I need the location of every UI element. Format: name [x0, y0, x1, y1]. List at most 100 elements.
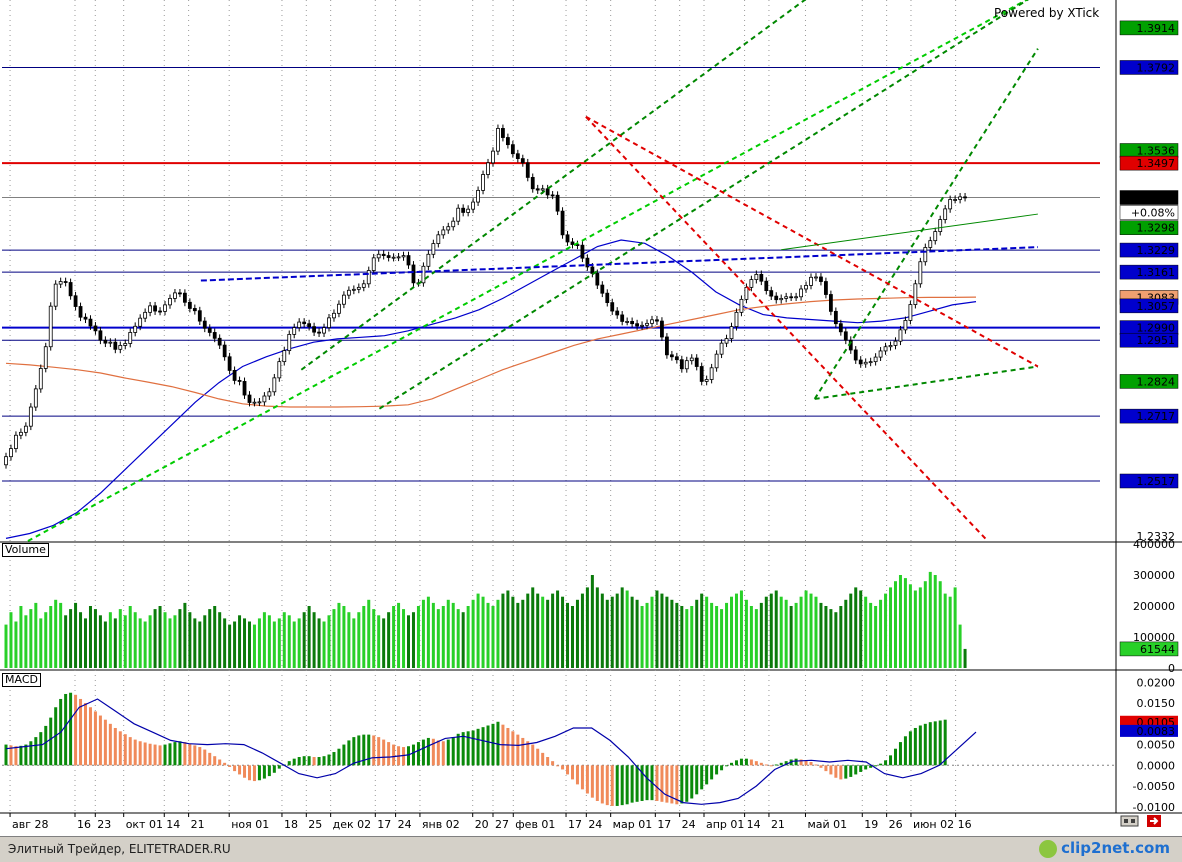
macd-histogram-bar [123, 734, 127, 766]
volume-bar [521, 599, 525, 668]
x-axis-label: 17 [377, 818, 391, 831]
candle-body [411, 264, 416, 284]
volume-bar [29, 609, 33, 668]
volume-bar [148, 615, 152, 668]
candle-body [903, 320, 908, 331]
x-axis-label: 24 [398, 818, 412, 831]
price-tag [1119, 155, 1179, 171]
volume-bar [749, 606, 753, 668]
trend-line [378, 0, 1030, 410]
candle-body [704, 379, 709, 382]
macd-histogram-bar [312, 757, 316, 766]
volume-bar [725, 602, 729, 668]
footer-source: Элитный Трейдер, ELITETRADER.RU [8, 842, 231, 856]
volume-bar [446, 599, 450, 668]
candle-body [361, 283, 366, 288]
candle-body [580, 244, 585, 259]
macd-value-tag [1120, 715, 1178, 728]
volume-bar [774, 590, 778, 668]
macd-histogram-bar [938, 720, 942, 766]
candle-body [764, 280, 769, 292]
volume-bar [933, 575, 937, 668]
volume-bar [958, 624, 962, 668]
macd-histogram-bar [307, 756, 311, 766]
candle-body [143, 311, 148, 319]
candle-body [585, 257, 590, 268]
macd-histogram-bar [710, 765, 714, 780]
candle-body [625, 321, 630, 323]
x-axis-label: 17 [657, 818, 671, 831]
macd-histogram-bar [297, 757, 301, 766]
volume-axis-tick: 300000 [1133, 569, 1175, 582]
volume-bar [869, 602, 873, 668]
price-tag [1119, 190, 1179, 205]
macd-histogram-bar [158, 745, 162, 766]
candle-body [207, 327, 212, 333]
macd-histogram-bar [715, 765, 719, 775]
volume-bar [784, 599, 788, 668]
candle-body [138, 317, 143, 327]
macd-histogram-bar [471, 730, 475, 766]
volume-bar [108, 612, 112, 668]
price-tag-label: 1.2517 [1137, 475, 1176, 488]
macd-histogram-bar [267, 765, 271, 777]
volume-bar [928, 571, 932, 668]
macd-histogram-bar [19, 745, 23, 766]
candle-body [630, 321, 635, 325]
volume-bar [898, 575, 902, 668]
candle-body [605, 292, 610, 304]
price-tag-label: 1.3161 [1137, 266, 1176, 279]
volume-bar [789, 606, 793, 668]
volume-bar [133, 612, 137, 668]
candle-body [689, 357, 694, 362]
candle-body [426, 253, 431, 267]
price-tag-label: 1.3792 [1137, 61, 1176, 74]
candle-body [893, 340, 898, 346]
macd-histogram-bar [377, 737, 381, 766]
macd-histogram-bar [615, 765, 619, 806]
candle-body [923, 247, 928, 263]
macd-histogram-bar [839, 765, 843, 780]
macd-histogram-bar [392, 744, 396, 766]
volume-bar [769, 593, 773, 668]
macd-histogram-bar [749, 759, 753, 766]
volume-last-tag [1119, 641, 1179, 657]
x-axis-label: июн 02 [913, 818, 954, 831]
candle-body [501, 128, 505, 138]
macd-histogram-bar [556, 765, 560, 767]
volume-bar [575, 599, 579, 668]
candle-body [600, 284, 605, 294]
macd-histogram-bar [327, 754, 331, 766]
macd-histogram-bar [809, 761, 813, 766]
macd-histogram-bar [690, 765, 694, 799]
volume-bar [635, 599, 639, 668]
volume-bar [546, 599, 550, 668]
macd-histogram-bar [113, 727, 117, 766]
macd-histogram-bar [118, 731, 122, 766]
candle-body [650, 319, 654, 324]
macd-histogram-bar [635, 765, 639, 802]
price-tag [1119, 473, 1179, 489]
candle-body [227, 356, 232, 371]
volume-bar [4, 624, 8, 668]
volume-bar [834, 612, 838, 668]
volume-bar [829, 609, 833, 668]
price-tag [1119, 20, 1179, 36]
candle-body [33, 388, 38, 408]
candle-body [838, 323, 843, 333]
candle-body [769, 290, 774, 297]
macd-histogram-bar [605, 765, 609, 806]
price-tag-label: 1.2990 [1137, 322, 1176, 335]
exit-icon[interactable] [1146, 814, 1162, 828]
macd-histogram-bar [685, 765, 689, 802]
volume-bar [814, 596, 818, 668]
scroll-toggle-icon[interactable] [1120, 814, 1140, 828]
macd-histogram-bar [893, 748, 897, 766]
macd-histogram-bar [451, 737, 455, 766]
macd-histogram-bar [521, 737, 525, 766]
candle-body [28, 406, 33, 427]
macd-histogram-bar [903, 736, 907, 766]
candle-body [804, 285, 808, 290]
price-tag [1119, 298, 1179, 314]
